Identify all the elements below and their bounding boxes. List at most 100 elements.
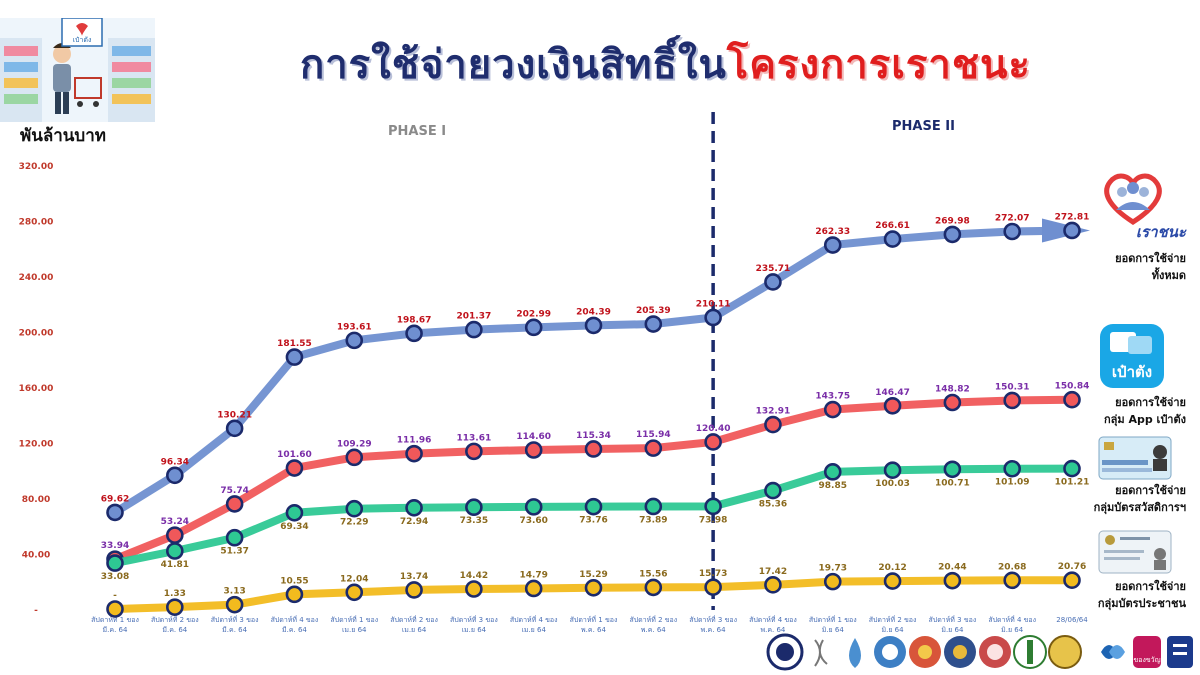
data-label-people: 19.73 [819,564,847,574]
x-tick-label: มี.ค. 64 [103,626,128,634]
data-label-people: - [113,591,117,601]
data-point-app [823,400,842,419]
data-label-app: 53.24 [161,517,189,527]
data-point-people [345,583,364,602]
data-label-people: 15.29 [579,570,607,580]
data-label-app: 113.61 [457,433,492,443]
x-tick-label: พ.ค. 64 [701,626,726,634]
x-tick-label: มิ.ย 64 [941,626,964,634]
gold-seal-icon [1048,635,1082,669]
data-label-welfare: 73.76 [579,516,607,526]
data-point-people [225,595,244,614]
data-label-total: 262.33 [815,227,850,237]
data-point-welfare [524,498,543,516]
data-label-people: 13.74 [400,572,428,582]
data-label-people: 14.42 [460,571,488,581]
data-label-total: 69.62 [101,494,129,504]
data-point-people [166,598,184,616]
x-tick-label: สัปดาห์ที่ 2 ของ [390,615,438,624]
data-label-app: 101.60 [277,450,312,460]
data-label-people: 20.44 [938,563,966,573]
data-label-welfare: 100.71 [935,478,970,488]
data-point-app [943,393,962,412]
data-point-app [225,495,244,513]
data-point-people [823,572,842,591]
data-point-welfare [1063,459,1081,478]
data-point-people [764,576,782,594]
data-label-total: 204.39 [576,307,611,317]
data-label-people: 14.79 [519,570,547,580]
legend-people-line1: ยอดการใช้จ่าย [1115,580,1186,593]
data-label-welfare: 98.85 [819,481,847,491]
unit-label: พันล้านบาท [20,126,106,146]
y-tick-label: 280.00 [19,218,54,228]
x-tick-label: สัปดาห์ที่ 2 ของ [151,615,199,624]
data-point-total [943,225,962,244]
x-tick-label: สัปดาห์ที่ 2 ของ [869,615,917,624]
data-point-app [465,442,483,461]
data-point-app [704,433,722,451]
data-point-welfare [225,528,244,547]
data-label-people: 17.42 [759,567,787,577]
data-label-total: 266.61 [875,221,910,231]
data-label-welfare: 100.03 [875,479,910,489]
legend-total-label: ยอดการใช้จ่าย ทั้งหมด [1115,250,1186,284]
water-logo-icon [849,638,861,668]
y-tick-label: 80.00 [22,495,50,505]
x-tick-label: สัปดาห์ที่ 3 ของ [211,615,259,624]
data-label-welfare: 73.60 [519,516,547,526]
data-point-app [764,415,782,434]
data-label-people: 20.12 [878,563,906,573]
data-point-welfare [285,503,304,522]
legend-welfare-label: ยอดการใช้จ่าย กลุ่มบัตรสวัสดิการฯ [1094,482,1186,516]
x-tick-label: สัปดาห์ที่ 3 ของ [929,615,977,624]
data-point-total [524,318,543,337]
x-tick-label: พ.ค. 64 [760,626,785,634]
x-tick-label: สัปดาห์ที่ 1 ของ [570,615,618,624]
data-label-people: 3.13 [224,587,246,597]
title-part-1: การใช้จ่ายวงเงินสิทธิ์ใน [300,42,727,88]
data-point-total [106,503,124,522]
data-point-total [1003,222,1021,241]
x-tick-label: สัปดาห์ที่ 1 ของ [91,615,139,624]
data-point-app [584,440,603,458]
data-label-welfare: 101.09 [995,478,1030,488]
data-label-total: 272.81 [1055,212,1090,222]
data-label-total: 193.61 [337,322,372,332]
y-tick-label: 40.00 [22,551,50,561]
gift-logo-icon [1133,636,1161,668]
data-label-people: 1.33 [164,589,186,599]
data-label-total: 205.39 [636,306,671,316]
data-label-welfare: 73.35 [460,516,488,526]
ministry-logo-icon [766,633,804,671]
welfare-card-icon [1098,436,1172,480]
data-label-total: 96.34 [161,457,189,467]
title-part-2: โครงการเราชนะ [726,42,1031,88]
data-point-app [405,444,423,463]
x-tick-label: สัปดาห์ที่ 4 ของ [749,615,797,624]
data-label-welfare: 33.08 [101,572,129,582]
data-label-welfare: 73.89 [639,515,667,525]
data-point-people [285,585,304,604]
data-label-welfare: 72.94 [400,517,428,527]
data-point-welfare [584,497,603,516]
data-label-welfare: 51.37 [220,547,248,557]
data-point-total [166,466,184,485]
pao-tang-app-icon: เป๋าตัง [1100,324,1164,388]
y-tick-label: 120.00 [19,440,54,450]
data-label-app: 148.82 [935,385,970,395]
data-label-total: 202.99 [516,309,551,319]
data-point-people [883,572,902,590]
data-point-app [883,396,902,415]
data-label-app: 150.84 [1055,382,1090,392]
data-point-people [106,600,124,618]
x-tick-label: สัปดาห์ที่ 4 ของ [510,615,558,624]
x-tick-label: มิ.ย 64 [882,626,905,634]
agency-logo-icon [814,639,828,667]
legend-people-label: ยอดการใช้จ่าย กลุ่มบัตรประชาชน [1098,578,1186,612]
id-card-icon [1098,530,1172,574]
shopping-illustration: เป๋าตัง [0,18,155,122]
x-tick-label: สัปดาห์ที่ 4 ของ [271,615,319,624]
data-point-app [345,448,364,467]
